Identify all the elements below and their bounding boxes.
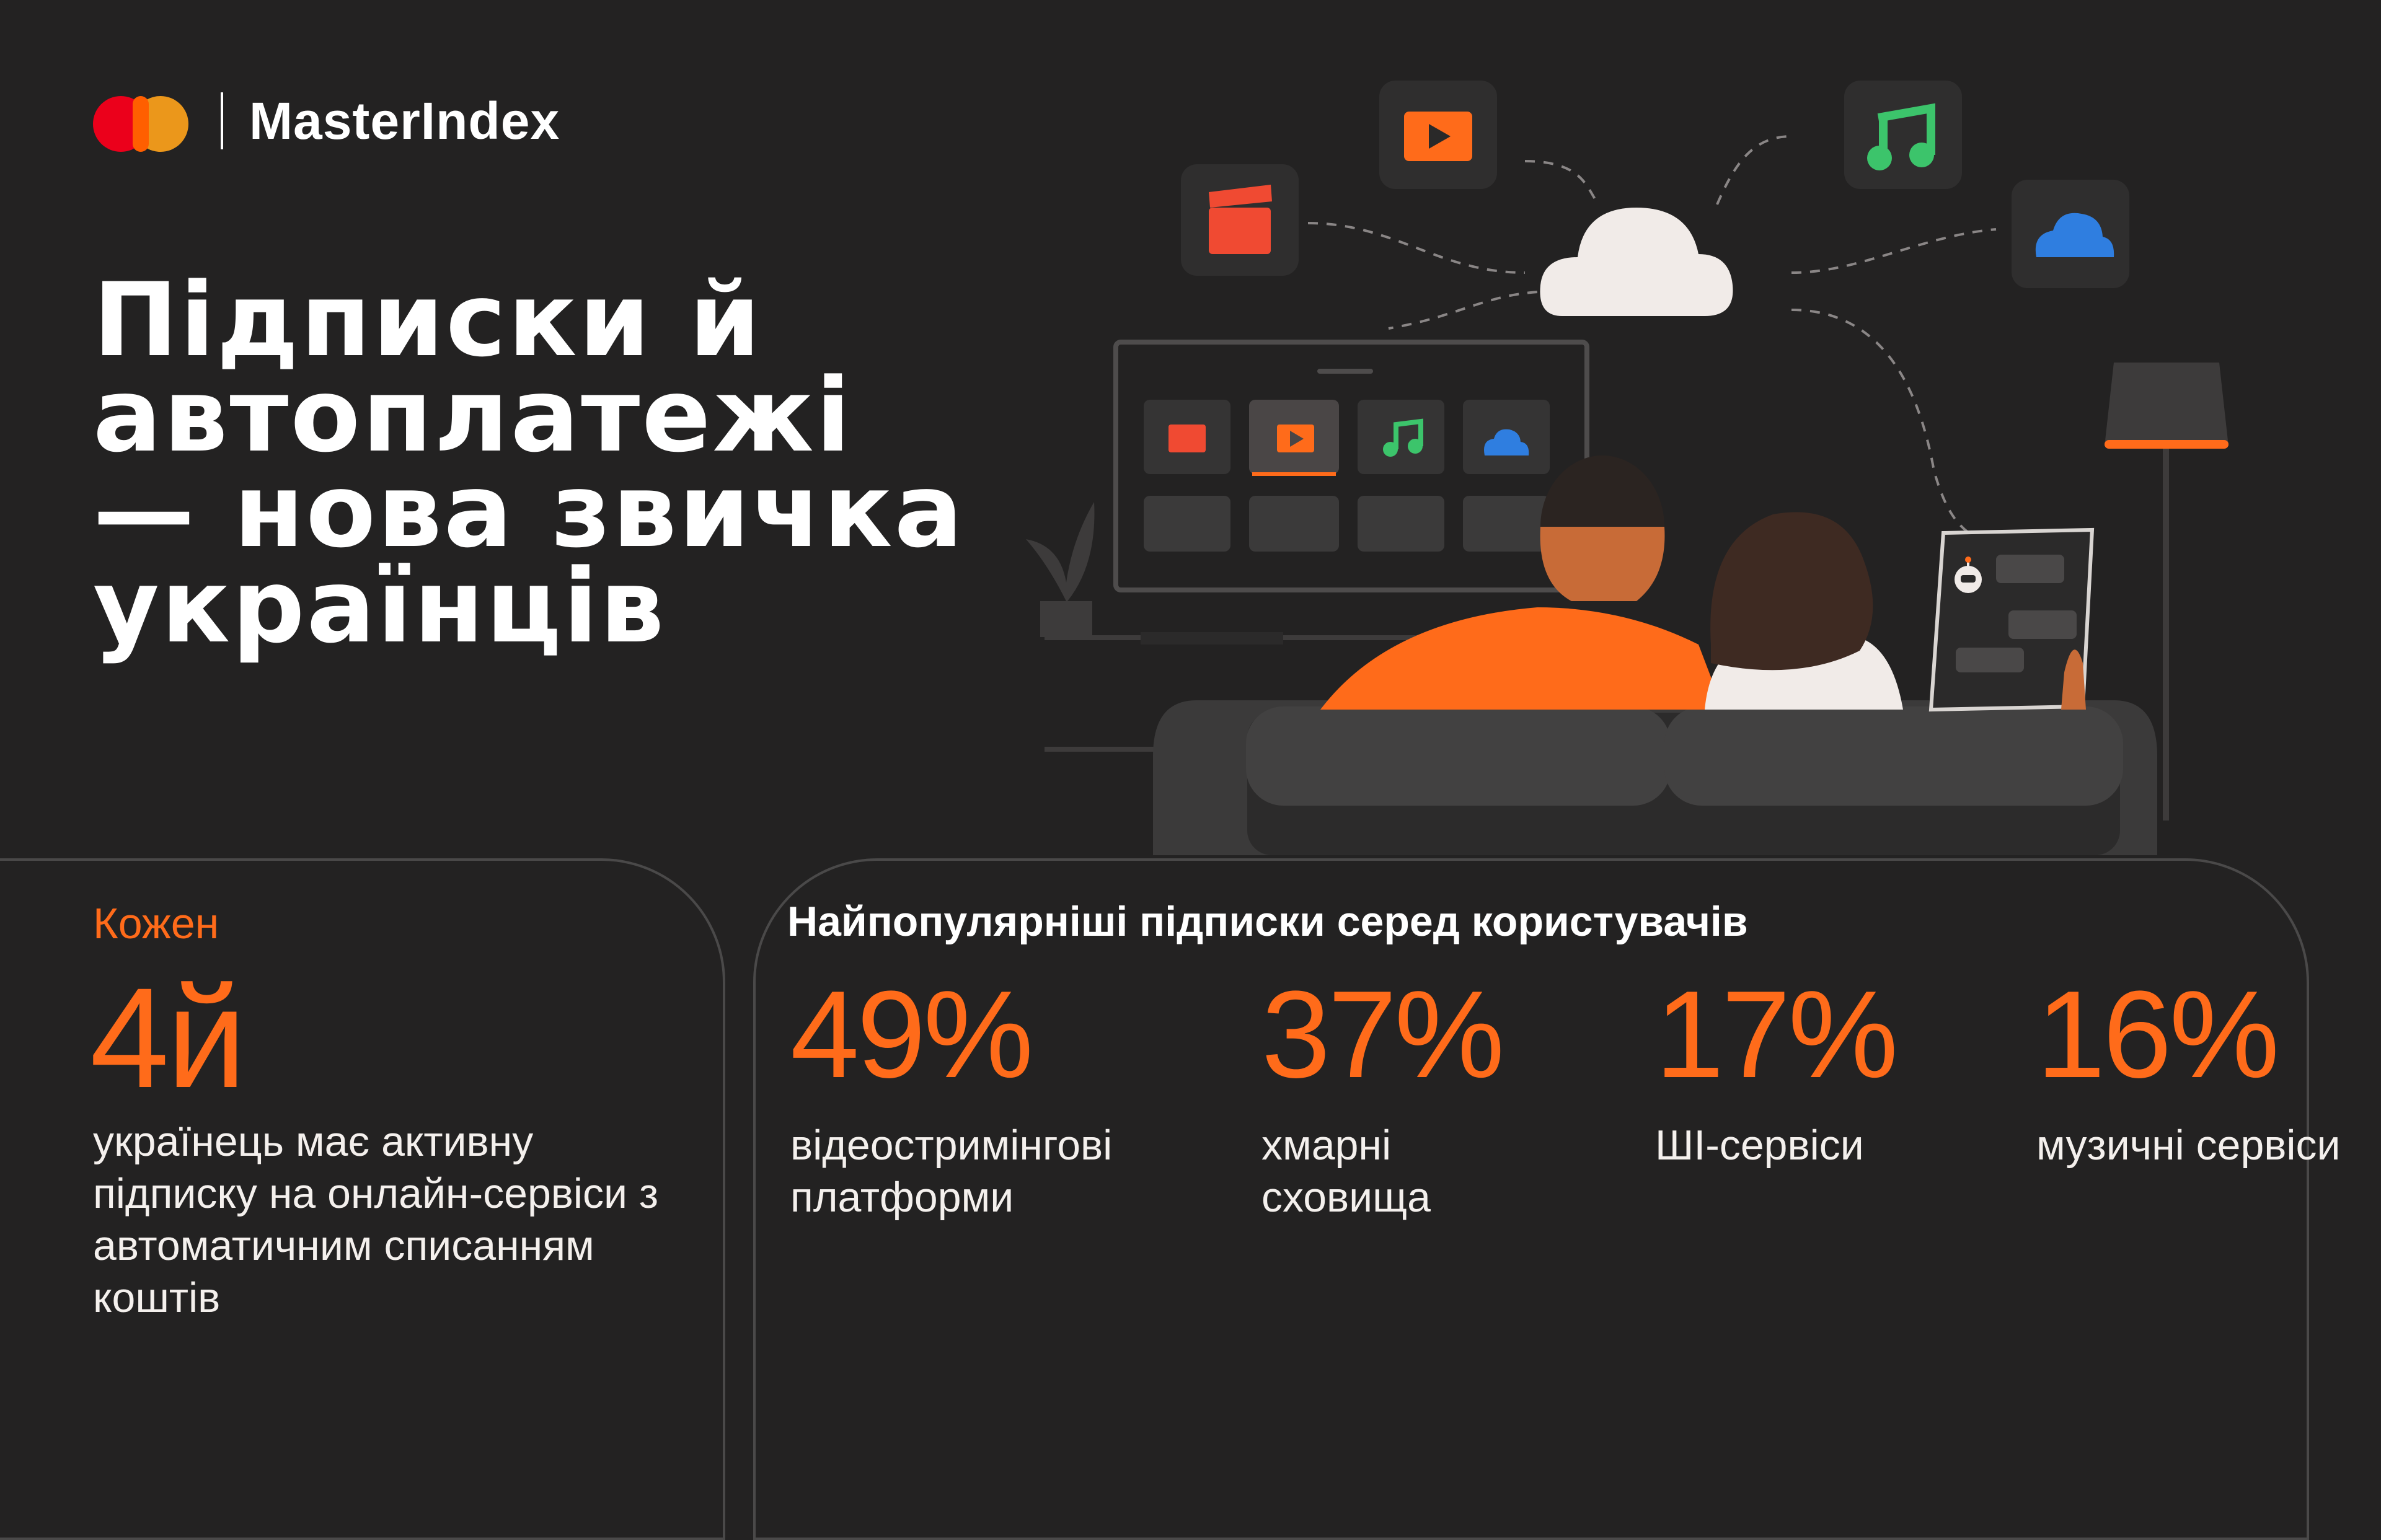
cloud-icon: [1540, 208, 1733, 316]
stat-label: музичні сервіси: [2036, 1122, 2341, 1169]
floor-lamp-icon: [2105, 363, 2229, 821]
stat-value-main: 4й: [90, 958, 246, 1117]
stat-description: українець має активну підписку на онлайн…: [93, 1118, 659, 1321]
stat-music-services: 16% музичні сервіси: [2036, 973, 2346, 1171]
page-title: Підписки й автоплатежі — нова звичка укр…: [93, 261, 1054, 666]
title-line: українців: [93, 547, 666, 666]
man-figure: [1320, 455, 1723, 710]
stat-eyebrow: Кожен: [93, 899, 219, 948]
cloud-storage-icon: [2012, 180, 2129, 288]
title-line: Підписки й: [93, 261, 762, 379]
stat-ai-services: 17% ШІ-сервіси: [1655, 973, 1977, 1171]
play-icon: [1379, 81, 1497, 189]
title-line: автоплатежі: [93, 356, 852, 475]
stat-value: 37%: [1261, 966, 1504, 1104]
title-line: — нова звичка: [93, 452, 965, 570]
stat-value: 49%: [790, 966, 1033, 1104]
popular-subscriptions-title: Найпопулярніші підписки серед користувач…: [787, 898, 1748, 945]
brand-divider: [221, 92, 223, 149]
stat-video-streaming: 49% відеостримінгові платформи: [790, 973, 1212, 1223]
stat-label: хмарні сховища: [1261, 1122, 1431, 1221]
woman-figure: [1705, 512, 1903, 710]
stat-label: ШІ-сервіси: [1655, 1122, 1864, 1169]
tablet-device: [1928, 527, 2095, 712]
brand-name: MasterIndex: [249, 91, 560, 150]
mastercard-logo-icon: [93, 90, 192, 152]
couch: [1153, 700, 2157, 855]
tv-screen: [1113, 340, 1589, 592]
stat-cloud-storage: 37% хмарні сховища: [1261, 973, 1540, 1223]
brand-header: MasterIndex: [93, 87, 560, 155]
stat-label: відеостримінгові платформи: [790, 1122, 1113, 1221]
stat-value: 17%: [1655, 966, 1898, 1104]
chatbot-icon: [1955, 557, 1982, 593]
plant-icon: [1026, 502, 1095, 637]
hero-illustration: [992, 68, 2294, 874]
clapperboard-icon: [1181, 164, 1299, 276]
stat-value: 16%: [2036, 966, 2279, 1104]
music-note-icon: [1844, 81, 1962, 189]
